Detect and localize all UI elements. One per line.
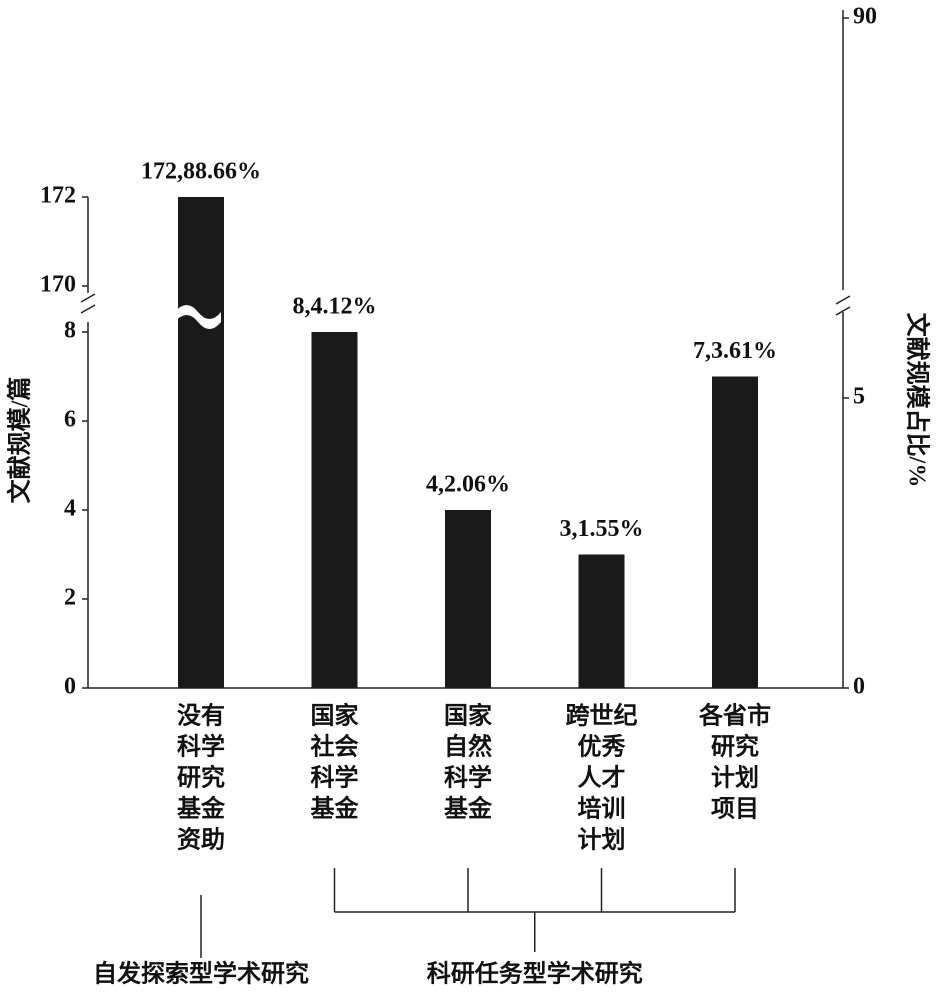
x-tick-label: 跨世纪 (566, 703, 638, 730)
x-tick-label: 各省市 (698, 702, 771, 730)
bar (311, 332, 358, 688)
value-label: 3,1.55% (560, 516, 644, 542)
x-tick-label: 基金 (177, 795, 226, 823)
x-tick-label: 计划 (578, 827, 626, 854)
y2-axis-label: 文献规模占比/% (903, 313, 931, 488)
value-label: 8,4.12% (293, 294, 377, 320)
y2-tick-label: 0 (853, 674, 865, 700)
x-tick-label: 项目 (711, 796, 759, 823)
bar (712, 376, 758, 688)
y-tick-label: 4 (64, 496, 76, 522)
bar (578, 554, 625, 688)
x-tick-label: 优秀 (578, 733, 626, 761)
x-tick-label: 社会 (311, 733, 359, 761)
value-label: 172,88.66% (141, 159, 261, 185)
y-tick-label: 8 (64, 318, 76, 344)
y-tick-label: 2 (64, 585, 76, 611)
x-tick-label: 科学 (311, 764, 359, 792)
x-tick-label: 没有 (177, 703, 225, 730)
value-label: 7,3.61% (693, 338, 777, 364)
x-tick-label: 科学 (177, 733, 225, 761)
y2-tick-label: 5 (853, 384, 865, 410)
axis-break (80, 293, 96, 314)
group-label: 科研任务型学术研究 (427, 960, 643, 988)
y-tick-label: 170 (40, 272, 76, 298)
x-tick-label: 科学 (444, 764, 492, 792)
x-tick-label: 研究 (711, 733, 759, 761)
value-label: 4,2.06% (426, 472, 510, 498)
x-tick-label: 自然 (444, 733, 492, 761)
y2-tick-label: 90 (853, 4, 877, 30)
y-tick-label: 172 (40, 183, 76, 209)
x-tick-label: 计划 (711, 765, 759, 792)
x-tick-label: 研究 (177, 764, 225, 792)
y-axis-label: 文献规模/篇 (6, 377, 34, 504)
bar-break (175, 305, 221, 329)
x-tick-label: 资助 (177, 827, 225, 854)
x-tick-label: 培训 (578, 795, 626, 823)
bar (445, 510, 491, 688)
y-tick-label: 0 (64, 674, 76, 700)
x-tick-label: 国家 (444, 702, 492, 730)
x-tick-label: 国家 (311, 702, 359, 730)
x-tick-label: 基金 (444, 795, 493, 823)
bar (178, 197, 224, 688)
x-tick-label: 基金 (311, 795, 360, 823)
x-tick-label: 人才 (578, 765, 626, 792)
axis-break (835, 295, 851, 316)
y-tick-label: 6 (64, 407, 76, 433)
group-label: 自发探索型学术研究 (93, 960, 309, 988)
